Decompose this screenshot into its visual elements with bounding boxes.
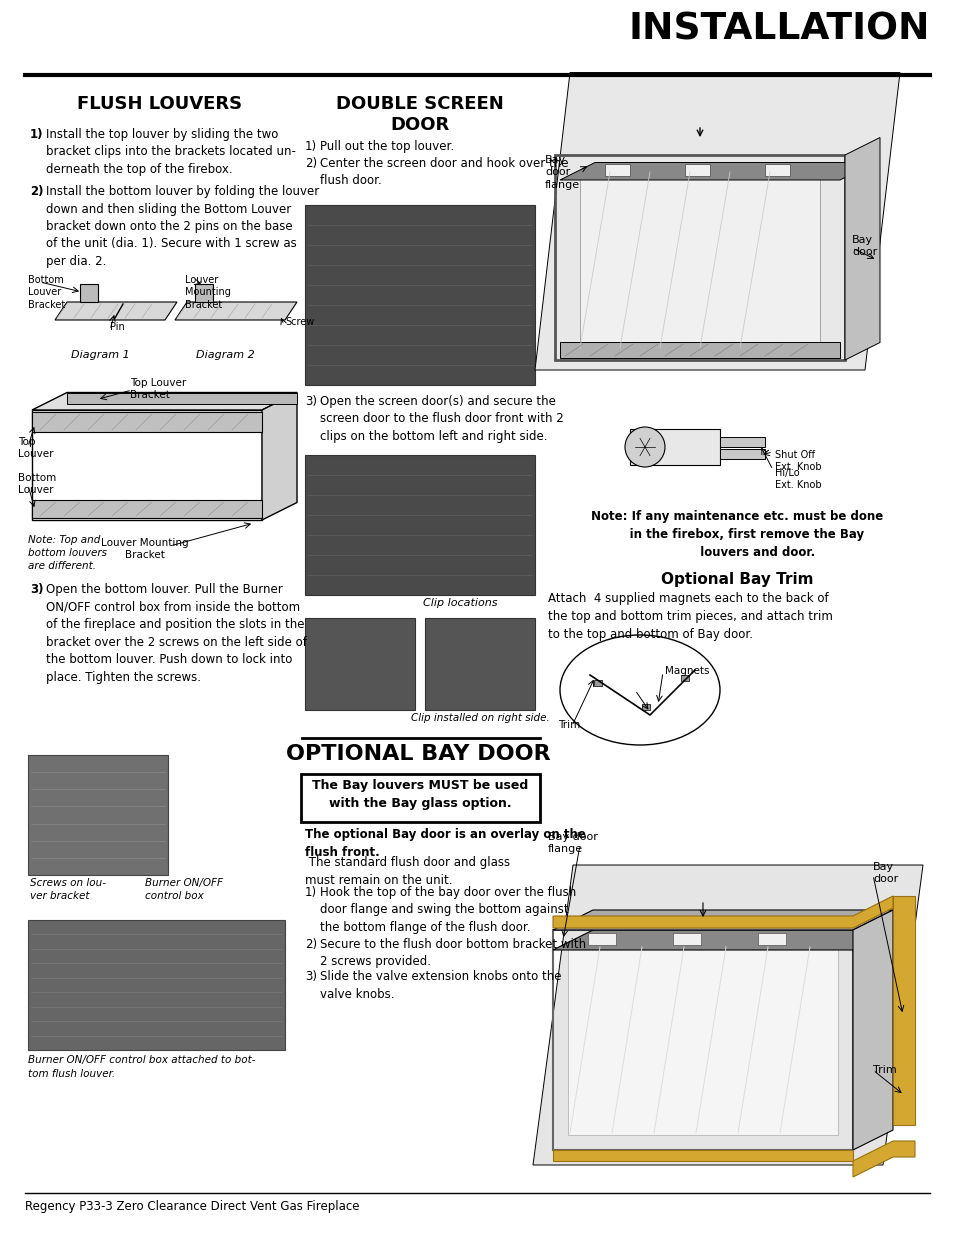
Text: Bottom
Louver: Bottom Louver [18,473,56,495]
Bar [594,680,601,685]
Polygon shape [424,618,535,710]
Text: 2): 2) [30,185,44,198]
Polygon shape [559,163,874,180]
Text: Diagram 1: Diagram 1 [71,350,130,359]
Polygon shape [55,303,177,320]
Text: Shut Off
Ext. Knob: Shut Off Ext. Knob [774,450,821,473]
Text: Hook the top of the bay door over the flush
door flange and swing the bottom aga: Hook the top of the bay door over the fl… [319,885,576,934]
Text: The standard flush door and glass
must remain on the unit.: The standard flush door and glass must r… [305,856,510,887]
Text: 3): 3) [305,395,316,408]
Text: Clip installed on right side.: Clip installed on right side. [410,713,549,722]
Polygon shape [305,205,535,385]
Text: Attach  4 supplied magnets each to the back of
the top and bottom trim pieces, a: Attach 4 supplied magnets each to the ba… [547,592,832,641]
Text: Note: Top and
bottom louvers
are different.: Note: Top and bottom louvers are differe… [28,535,107,572]
Polygon shape [758,932,785,945]
Polygon shape [533,864,923,1165]
Text: Hi/Lo
Ext. Knob: Hi/Lo Ext. Knob [774,468,821,490]
Text: Note: If any maintenance etc. must be done
     in the firebox, first remove the: Note: If any maintenance etc. must be do… [590,510,882,559]
Text: 2): 2) [305,157,316,170]
Polygon shape [672,932,700,945]
Text: Diagram 2: Diagram 2 [195,350,254,359]
Polygon shape [305,618,415,710]
Bar [641,704,649,710]
Polygon shape [28,755,168,876]
Text: DOUBLE SCREEN
DOOR: DOUBLE SCREEN DOOR [335,95,503,133]
Polygon shape [553,930,892,950]
Polygon shape [629,429,720,466]
Text: Install the top louver by sliding the two
bracket clips into the brackets locate: Install the top louver by sliding the tw… [46,128,295,177]
Text: Top Louver
Bracket: Top Louver Bracket [130,378,186,400]
Text: Pin: Pin [110,322,125,332]
Polygon shape [852,1141,914,1177]
Polygon shape [684,164,709,177]
Text: Trim: Trim [558,720,579,730]
Text: Trim: Trim [872,1065,896,1074]
Text: The Bay louvers MUST be used
with the Bay glass option.: The Bay louvers MUST be used with the Ba… [312,779,528,810]
FancyBboxPatch shape [301,774,539,823]
Polygon shape [764,164,789,177]
Polygon shape [32,410,262,520]
Text: 3): 3) [30,583,44,597]
Text: Open the bottom louver. Pull the Burner
ON/OFF control box from inside the botto: Open the bottom louver. Pull the Burner … [46,583,307,683]
Text: OPTIONAL BAY DOOR: OPTIONAL BAY DOOR [285,743,550,764]
Text: 3): 3) [305,969,316,983]
Polygon shape [720,450,764,459]
Polygon shape [844,137,879,359]
Text: The optional Bay door is an overlay on the
flush front.: The optional Bay door is an overlay on t… [305,827,585,858]
Polygon shape [262,393,296,520]
Polygon shape [553,910,892,930]
Text: FLUSH LOUVERS: FLUSH LOUVERS [77,95,242,112]
Polygon shape [587,932,616,945]
Text: Open the screen door(s) and secure the
screen door to the flush door front with : Open the screen door(s) and secure the s… [319,395,563,443]
Text: Center the screen door and hook over the
flush door.: Center the screen door and hook over the… [319,157,568,188]
Polygon shape [174,303,296,320]
Text: Slide the valve extension knobs onto the
valve knobs.: Slide the valve extension knobs onto the… [319,969,561,1000]
Circle shape [624,427,664,467]
Polygon shape [559,342,840,358]
Polygon shape [32,412,262,432]
Polygon shape [305,454,535,595]
Polygon shape [32,393,296,410]
Polygon shape [553,897,892,927]
Polygon shape [194,284,213,303]
Text: Screw: Screw [285,317,314,327]
Polygon shape [32,500,262,517]
Text: Burner ON/OFF
control box: Burner ON/OFF control box [145,878,223,902]
Text: 1): 1) [305,885,316,899]
Text: Bottom
Louver
Bracket: Bottom Louver Bracket [28,275,65,310]
Text: Top
Louver: Top Louver [18,437,53,459]
Text: Pull out the top louver.: Pull out the top louver. [319,140,454,153]
Text: Bay
door
flange: Bay door flange [544,156,579,190]
Polygon shape [892,897,914,1125]
Text: Screws on lou-
ver bracket: Screws on lou- ver bracket [30,878,106,902]
Polygon shape [80,284,98,303]
Bar [680,676,688,680]
Text: Regency P33-3 Zero Clearance Direct Vent Gas Fireplace: Regency P33-3 Zero Clearance Direct Vent… [25,1200,359,1213]
Polygon shape [28,920,285,1050]
Text: Secure to the flush door bottom bracket with
2 screws provided.: Secure to the flush door bottom bracket … [319,939,585,968]
Polygon shape [579,170,820,350]
Text: Bay
door: Bay door [851,235,877,257]
Text: Magnets: Magnets [664,666,709,676]
Polygon shape [567,945,837,1135]
Text: 1): 1) [305,140,316,153]
Text: Bay
door: Bay door [872,862,898,884]
Text: 1): 1) [30,128,44,141]
Polygon shape [852,910,892,1150]
Text: Louver
Mounting
Bracket: Louver Mounting Bracket [185,275,231,310]
Text: Clip locations: Clip locations [422,598,497,608]
Text: INSTALLATION: INSTALLATION [628,12,929,48]
Polygon shape [720,437,764,447]
Ellipse shape [559,635,720,745]
Polygon shape [67,393,296,404]
Text: Bay door
flange: Bay door flange [547,832,598,855]
Text: 2): 2) [305,939,316,951]
Text: Burner ON/OFF control box attached to bot-
tom flush louver.: Burner ON/OFF control box attached to bo… [28,1055,255,1078]
Text: Install the bottom louver by folding the louver
down and then sliding the Bottom: Install the bottom louver by folding the… [46,185,319,268]
Polygon shape [535,73,899,370]
Polygon shape [604,164,629,177]
Text: Louver Mounting
Bracket: Louver Mounting Bracket [101,538,189,561]
Text: Optional Bay Trim: Optional Bay Trim [660,572,812,587]
Polygon shape [553,1150,852,1161]
